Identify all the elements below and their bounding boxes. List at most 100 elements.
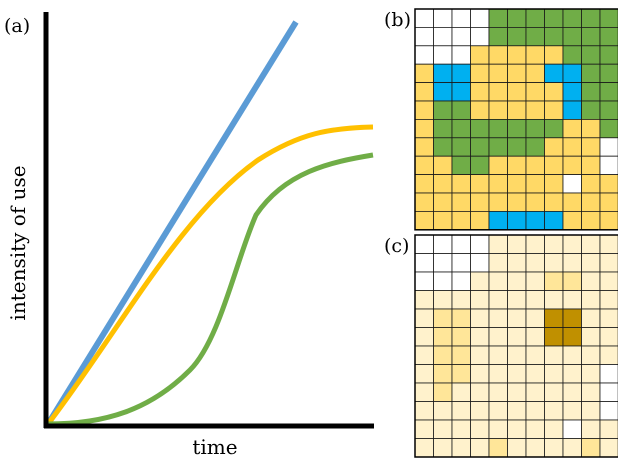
grid-c-cell — [414, 234, 434, 254]
grid-c-cell — [507, 345, 527, 365]
grid-c-cell — [507, 382, 527, 402]
grid-c-cell — [599, 290, 618, 310]
grid-c-cell — [433, 234, 453, 254]
grid-c-cell — [451, 308, 471, 328]
grid-b-cell — [581, 155, 601, 175]
grid-c-cell — [562, 401, 582, 421]
grid-b-cell — [581, 100, 601, 120]
grid-b-cell — [507, 210, 527, 231]
grid-b-cell — [414, 174, 434, 194]
grid-c-cell — [433, 308, 453, 328]
grid-b-cell — [581, 174, 601, 194]
grid-c-cell — [599, 345, 618, 365]
grid-b-cell — [562, 63, 582, 83]
grid-c-cell — [581, 271, 601, 291]
grid-b-cell — [414, 192, 434, 212]
grid-c-cell — [599, 327, 618, 347]
grid-b-cell — [544, 155, 564, 175]
grid-b-cell — [470, 119, 490, 139]
grid-b-cell — [581, 192, 601, 212]
grid-c-cell — [488, 345, 508, 365]
grid-c-cell — [451, 401, 471, 421]
grid-b-cell — [544, 26, 564, 47]
grid-b-cell — [599, 26, 618, 47]
grid-c-cell — [599, 364, 618, 384]
grid-b-cell — [544, 192, 564, 212]
grid-b-cell — [544, 174, 564, 194]
grid-c-cell — [433, 327, 453, 347]
grid-b-cell — [599, 8, 618, 28]
grid-b-cell — [488, 210, 508, 231]
grid-c-cell — [562, 345, 582, 365]
grid-b-cell — [488, 137, 508, 157]
grid-c-cell — [544, 401, 564, 421]
grid-c-cell — [562, 327, 582, 347]
grid-b-cell — [414, 45, 434, 65]
linear-curve — [45, 20, 299, 426]
grid-c-cell — [470, 438, 490, 458]
grid-b-cell — [599, 192, 618, 212]
grid-b-cell — [507, 82, 527, 102]
grid-b-cell — [562, 45, 582, 65]
grid-b-cell — [544, 119, 564, 139]
grid-b-cell — [451, 137, 471, 157]
grid-c-cell — [414, 290, 434, 310]
grid-b-cell — [414, 8, 434, 28]
grid-c-cell — [488, 401, 508, 421]
grid-b-cell — [581, 26, 601, 47]
grid-c-cell — [414, 364, 434, 384]
grid-c-cell — [488, 290, 508, 310]
grid-b-cell — [581, 137, 601, 157]
grid-c-cell — [544, 308, 564, 328]
grid-b-cell — [562, 174, 582, 194]
grid-c-cell — [544, 382, 564, 402]
grid-c-cell — [599, 401, 618, 421]
grid-b-border — [414, 8, 618, 231]
grid-b-cell — [581, 119, 601, 139]
grid-b-cell — [525, 210, 545, 231]
panel-b: (b) — [384, 8, 618, 231]
grid-c-cell — [488, 253, 508, 273]
grid-c-cell — [414, 308, 434, 328]
grid-b-cell — [470, 210, 490, 231]
grid-c-cell — [599, 234, 618, 254]
grid-b-cell — [414, 26, 434, 47]
grid-c-cell — [599, 308, 618, 328]
grid-c-border — [414, 234, 618, 458]
grid-b-cell — [525, 119, 545, 139]
grid-c-cell — [599, 382, 618, 402]
grid-b-cell — [544, 137, 564, 157]
grid-c-cell — [414, 382, 434, 402]
grid-b-cell — [414, 137, 434, 157]
grid-c-cell — [451, 364, 471, 384]
grid-b-cell — [544, 63, 564, 83]
grid-b-cell — [414, 100, 434, 120]
grid-c-cell — [414, 253, 434, 273]
grid-c-cell — [544, 419, 564, 439]
grid-c-cell — [414, 419, 434, 439]
grid-c-cell — [525, 253, 545, 273]
grid-c-cell — [470, 364, 490, 384]
grid-b-cell — [562, 26, 582, 47]
x-axis-label: time — [192, 435, 237, 459]
grid-c-cell — [581, 419, 601, 439]
grid-c-cell — [525, 382, 545, 402]
grid-b-cell — [507, 8, 527, 28]
grid-c-cell — [544, 327, 564, 347]
grid-b-cell — [544, 45, 564, 65]
grid-c-cell — [507, 253, 527, 273]
grid-b-cell — [544, 82, 564, 102]
grid-c-cell — [507, 364, 527, 384]
grid-c-cell — [470, 382, 490, 402]
grid-b-cell — [525, 192, 545, 212]
grid-c-cell — [544, 253, 564, 273]
grid-c-cell — [488, 308, 508, 328]
grid-b-cell — [470, 82, 490, 102]
grid-b-cell — [451, 100, 471, 120]
grid-c-cell — [507, 234, 527, 254]
grid-b-cell — [433, 155, 453, 175]
grid-b-cell — [451, 45, 471, 65]
grid-b-cell — [581, 8, 601, 28]
grid-b-cell — [470, 26, 490, 47]
